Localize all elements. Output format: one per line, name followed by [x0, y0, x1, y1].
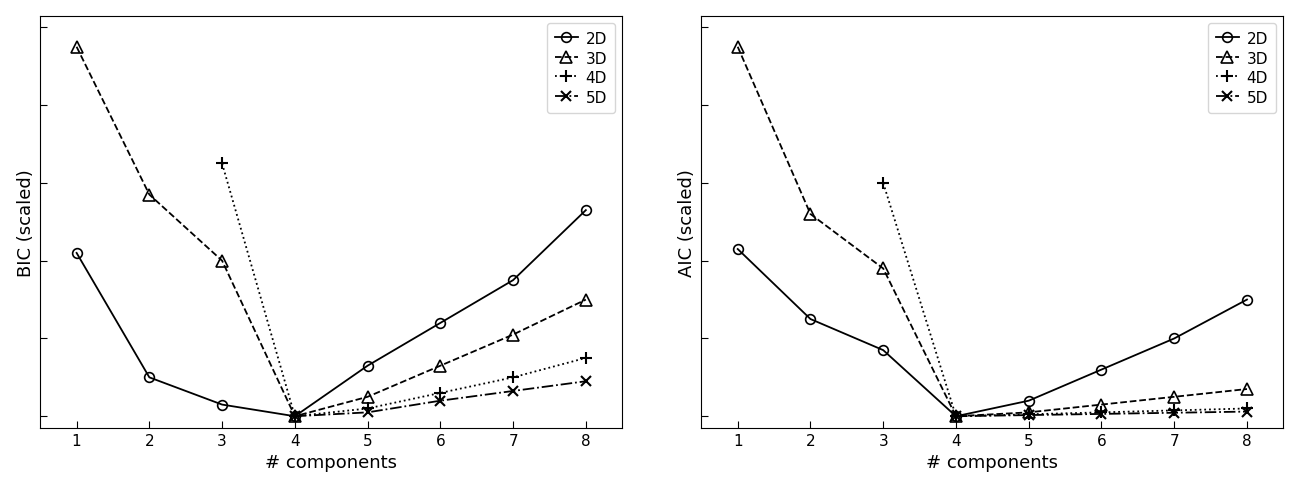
X-axis label: # components: # components [927, 453, 1058, 471]
Legend: 2D, 3D, 4D, 5D: 2D, 3D, 4D, 5D [547, 24, 615, 113]
Y-axis label: AIC (scaled): AIC (scaled) [677, 168, 696, 276]
Legend: 2D, 3D, 4D, 5D: 2D, 3D, 4D, 5D [1209, 24, 1275, 113]
Y-axis label: BIC (scaled): BIC (scaled) [17, 168, 35, 276]
X-axis label: # components: # components [265, 453, 398, 471]
